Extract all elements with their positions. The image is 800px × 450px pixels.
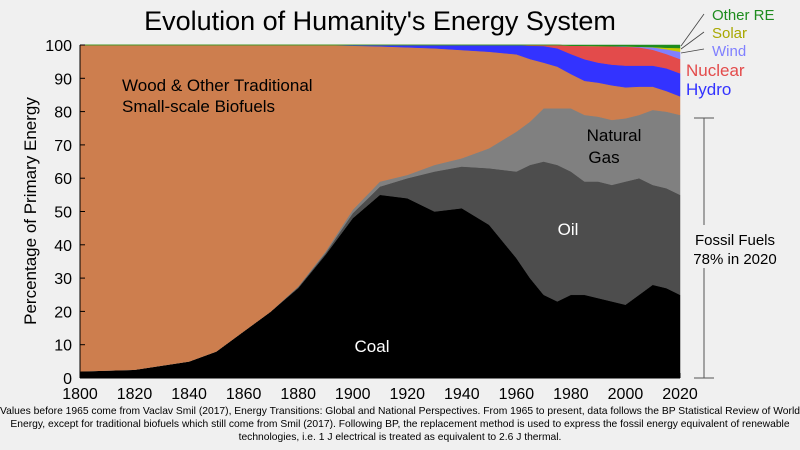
label-coal: Coal <box>355 337 390 356</box>
x-tick-label: 1800 <box>62 386 98 403</box>
x-tick-label: 2000 <box>608 386 644 403</box>
label-gas-2: Gas <box>588 148 619 167</box>
label-other-re: Other RE <box>712 7 775 24</box>
label-oil: Oil <box>558 220 579 239</box>
legend-leaders <box>680 13 705 54</box>
x-tick-label: 1900 <box>335 386 371 403</box>
label-solar: Solar <box>712 25 747 42</box>
x-tick-label: 2020 <box>662 386 698 403</box>
label-biofuels-1: Wood & Other Traditional <box>122 76 313 95</box>
x-tick-label: 1860 <box>226 386 262 403</box>
label-biofuels-2: Small-scale Biofuels <box>122 97 275 116</box>
chart-title: Evolution of Humanity's Energy System <box>144 6 616 36</box>
y-tick-label: 10 <box>54 338 72 355</box>
x-tick-label: 1820 <box>117 386 153 403</box>
label-wind: Wind <box>712 43 746 60</box>
x-tick-label: 1960 <box>499 386 535 403</box>
y-tick-label: 70 <box>54 138 72 155</box>
label-fossil-1: Fossil Fuels <box>695 232 775 249</box>
x-tick-label: 1880 <box>280 386 316 403</box>
label-nuclear: Nuclear <box>686 61 745 80</box>
y-tick-label: 100 <box>45 38 72 55</box>
label-hydro: Hydro <box>686 80 731 99</box>
series-areas <box>79 44 681 379</box>
y-tick-label: 90 <box>54 71 72 88</box>
area-other-re <box>80 44 681 49</box>
y-tick-label: 80 <box>54 105 72 122</box>
y-tick-label: 30 <box>54 271 72 288</box>
axes: 0 10 20 30 40 50 60 70 80 90 100 1800 1820 1840 1860 18… <box>45 38 698 403</box>
x-tick-label: 1940 <box>444 386 480 403</box>
y-tick-label: 20 <box>54 304 72 321</box>
y-tick-label: 60 <box>54 171 72 188</box>
fossil-bracket <box>694 117 714 379</box>
y-tick-label: 40 <box>54 238 72 255</box>
source-note: Values before 1965 come from Vaclav Smil… <box>0 406 800 443</box>
label-fossil-2: 78% in 2020 <box>693 251 776 268</box>
x-tick-label: 1980 <box>553 386 589 403</box>
y-tick-label: 0 <box>63 371 72 388</box>
label-gas-1: Natural <box>587 126 642 145</box>
x-tick-label: 1840 <box>171 386 207 403</box>
x-tick-label: 1920 <box>389 386 425 403</box>
y-tick-label: 50 <box>54 205 72 222</box>
y-axis-label: Percentage of Primary Energy <box>21 97 40 325</box>
